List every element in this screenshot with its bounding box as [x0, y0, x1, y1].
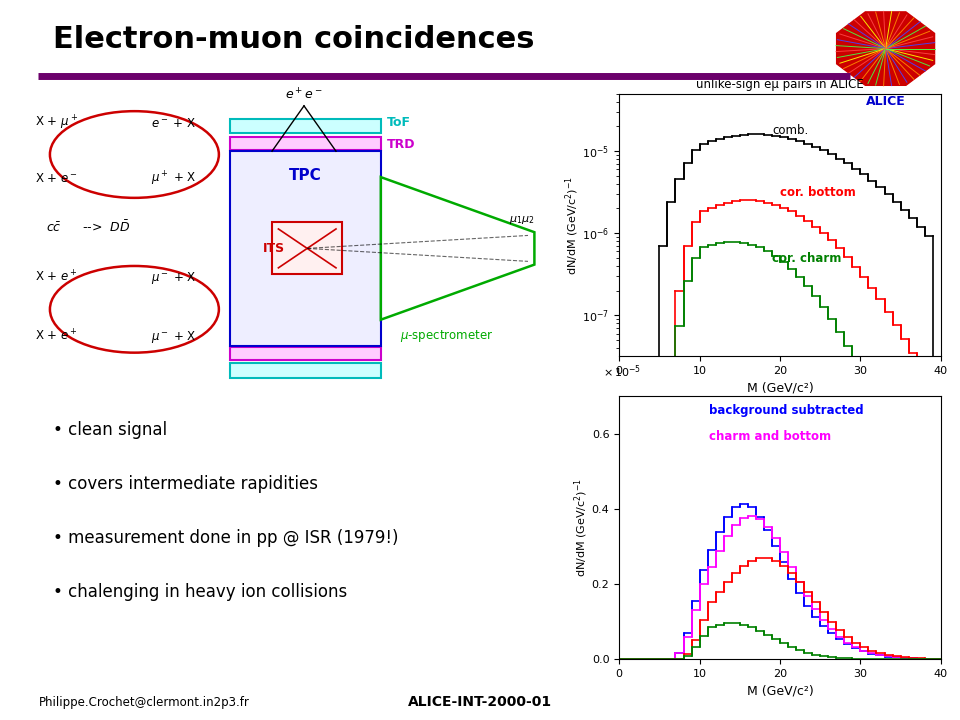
- Text: • chalenging in heavy ion collisions: • chalenging in heavy ion collisions: [53, 583, 348, 601]
- Text: $c\bar{c}$: $c\bar{c}$: [46, 221, 61, 235]
- Polygon shape: [837, 12, 934, 85]
- Polygon shape: [230, 364, 381, 378]
- Polygon shape: [230, 151, 381, 346]
- Text: ITS: ITS: [262, 242, 284, 255]
- Text: X + $e^+$: X + $e^+$: [36, 328, 78, 343]
- Text: TRD: TRD: [387, 138, 416, 151]
- X-axis label: M (GeV/c²): M (GeV/c²): [747, 684, 813, 697]
- Y-axis label: dN/dM (GeV/c$^2$)$^{-1}$: dN/dM (GeV/c$^2$)$^{-1}$: [564, 176, 581, 274]
- Text: ALICE: ALICE: [866, 95, 905, 108]
- Text: ALICE-INT-2000-01: ALICE-INT-2000-01: [408, 696, 552, 709]
- Text: • measurement done in pp @ ISR (1979!): • measurement done in pp @ ISR (1979!): [53, 529, 398, 547]
- Polygon shape: [230, 119, 381, 133]
- Text: $\mu_1\mu_2$: $\mu_1\mu_2$: [509, 215, 535, 227]
- Polygon shape: [230, 137, 381, 150]
- Text: -->  $D\bar{D}$: --> $D\bar{D}$: [82, 220, 130, 235]
- Text: $\mu^-$ + X: $\mu^-$ + X: [152, 271, 197, 287]
- Text: $\mu^-$ + X: $\mu^-$ + X: [152, 329, 197, 346]
- Text: comb.: comb.: [772, 124, 808, 137]
- Text: Philippe.Crochet@clermont.in2p3.fr: Philippe.Crochet@clermont.in2p3.fr: [38, 696, 250, 709]
- Y-axis label: dN/dM (GeV/c$^2$)$^{-1}$: dN/dM (GeV/c$^2$)$^{-1}$: [573, 478, 590, 577]
- Text: Electron-muon coincidences: Electron-muon coincidences: [53, 25, 535, 54]
- Text: • covers intermediate rapidities: • covers intermediate rapidities: [53, 475, 318, 493]
- Polygon shape: [230, 347, 381, 360]
- Title: unlike-sign eμ pairs in ALICE: unlike-sign eμ pairs in ALICE: [696, 78, 864, 91]
- Text: X + $\mu^+$: X + $\mu^+$: [36, 114, 78, 132]
- Text: cor. bottom: cor. bottom: [780, 186, 855, 199]
- Text: TPC: TPC: [289, 168, 322, 184]
- Text: • clean signal: • clean signal: [53, 421, 167, 439]
- Text: X + $e^-$: X + $e^-$: [36, 172, 78, 185]
- Text: $\mu$-spectrometer: $\mu$-spectrometer: [400, 328, 493, 344]
- Text: cor. charm: cor. charm: [772, 252, 841, 265]
- Text: background subtracted: background subtracted: [709, 404, 864, 417]
- Text: $e^-$ + X: $e^-$ + X: [152, 117, 197, 130]
- Text: $e^+e^-$: $e^+e^-$: [285, 87, 323, 102]
- Polygon shape: [272, 222, 343, 274]
- Text: ToF: ToF: [387, 115, 411, 129]
- Text: charm and bottom: charm and bottom: [709, 430, 831, 444]
- X-axis label: M (GeV/c²): M (GeV/c²): [747, 382, 813, 395]
- Text: $\times\,10^{-5}$: $\times\,10^{-5}$: [603, 364, 641, 380]
- Text: X + $e^+$: X + $e^+$: [36, 269, 78, 284]
- Text: $\mu^+$ + X: $\mu^+$ + X: [152, 169, 197, 188]
